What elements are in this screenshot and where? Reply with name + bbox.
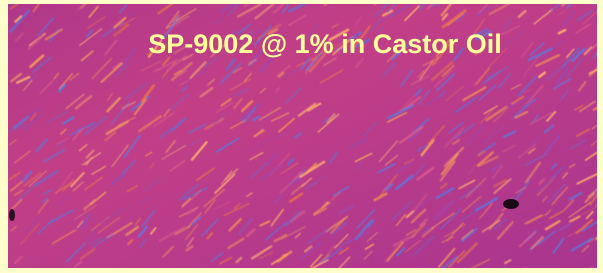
particle: [9, 209, 15, 221]
particle: [503, 199, 519, 209]
page: {"title": "SP-9002 @ 1% in Castor Oil"} …: [0, 0, 603, 273]
micrograph-slide: SP-9002 @ 1% in Castor Oil: [0, 0, 603, 273]
slide-title: SP-9002 @ 1% in Castor Oil: [148, 29, 501, 59]
